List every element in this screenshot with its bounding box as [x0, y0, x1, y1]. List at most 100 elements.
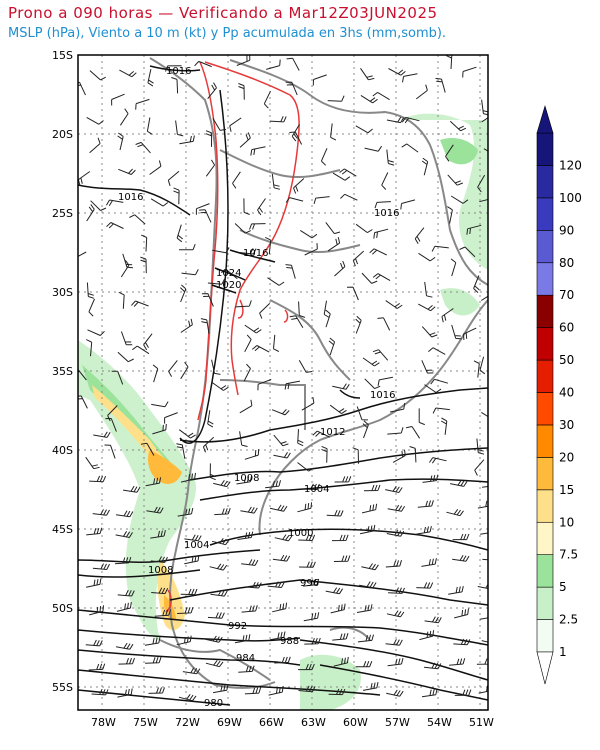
wind-barb [450, 195, 469, 204]
wind-barb [323, 300, 330, 318]
wind-barb [173, 187, 180, 205]
wind-barb [479, 356, 486, 375]
wind-barb [89, 137, 101, 154]
colorbar-swatch [536, 262, 554, 296]
wind-barb [135, 98, 150, 110]
isobar-label: 1016 [374, 208, 399, 219]
colorbar-label: 30 [559, 418, 574, 432]
wind-barb [332, 633, 349, 641]
wind-barb [212, 118, 227, 131]
wind-barb [165, 65, 182, 72]
wind-barb [259, 303, 271, 319]
wind-barb [241, 605, 258, 613]
wind-barb [180, 361, 189, 380]
wind-barb [214, 508, 231, 516]
wind-barb [359, 581, 377, 589]
wind-barb [331, 534, 349, 542]
wind-barb [431, 245, 449, 252]
wind-barb [449, 658, 466, 666]
wind-barb [327, 237, 341, 252]
wind-barb [355, 223, 373, 234]
wind-barb [120, 331, 133, 346]
wind-barb [401, 143, 419, 153]
wind-barb [239, 132, 251, 148]
wind-barb [304, 637, 321, 645]
wind-barb [250, 146, 266, 156]
wind-barb [386, 689, 404, 697]
wind-barb [211, 359, 221, 375]
wind-barb [432, 407, 450, 414]
wind-barb [106, 222, 124, 229]
wind-barb [150, 556, 168, 563]
wind-barb [268, 686, 284, 696]
wind-barb [386, 116, 405, 124]
wind-barb [177, 507, 194, 517]
wind-barb [111, 370, 124, 385]
colorbar-swatch [536, 619, 554, 653]
lat-tick: 40S [52, 444, 73, 457]
wind-barb [92, 509, 110, 516]
wind-barb [385, 639, 403, 646]
isobar-label: 988 [280, 636, 299, 647]
wind-barb [421, 360, 434, 374]
wind-barb [104, 444, 116, 459]
colorbar-label: 120 [559, 158, 582, 172]
wind-barb [119, 108, 129, 126]
wind-barb [257, 198, 266, 216]
wind-barb [298, 301, 306, 318]
wind-barb [385, 560, 402, 568]
wind-barb [303, 612, 320, 622]
wind-barb [479, 199, 488, 203]
wind-barb [401, 116, 420, 124]
wind-barb [200, 318, 210, 334]
wind-barb [249, 223, 266, 230]
wind-barb [272, 602, 288, 613]
wind-barb [164, 412, 178, 424]
wind-barb [479, 614, 488, 620]
wind-barb [105, 199, 124, 206]
wind-barb [325, 309, 331, 328]
wind-barb [150, 529, 166, 539]
wind-barb [237, 531, 254, 540]
wind-barb [482, 485, 488, 488]
wind-barb [328, 688, 346, 696]
wind-barb [176, 224, 184, 243]
wind-barb [320, 148, 328, 166]
lat-tick: 55S [52, 681, 73, 694]
wind-barb [131, 300, 149, 307]
wind-barb [476, 438, 485, 455]
wind-barb [140, 256, 147, 274]
wind-barb [333, 656, 349, 667]
wind-barb [424, 616, 442, 624]
wind-barb [116, 602, 132, 612]
wind-barb [271, 409, 290, 416]
wind-barb [452, 554, 470, 562]
lon-tick: 60W [343, 716, 368, 729]
wind-barb [417, 500, 434, 508]
wind-barb [269, 116, 287, 123]
wind-barb [176, 635, 192, 646]
wind-barb [414, 227, 425, 245]
wind-barb [462, 66, 477, 78]
wind-barb [180, 588, 198, 596]
wind-barb [114, 556, 132, 565]
isobar-label: 1016 [118, 192, 143, 203]
coastlines [149, 57, 488, 689]
wind-barb [135, 141, 151, 154]
wind-barb [286, 57, 300, 71]
wind-barb [301, 397, 315, 411]
wind-barb [238, 665, 255, 673]
wind-barb [356, 604, 373, 613]
wind-barb [115, 531, 133, 538]
wind-barb [363, 484, 381, 492]
wind-barb [167, 170, 180, 186]
wind-barb [430, 378, 449, 385]
wind-barb [387, 427, 404, 435]
wind-barb [116, 642, 134, 650]
wind-barb [388, 68, 406, 76]
wind-barb [445, 144, 454, 162]
wind-barb [477, 500, 488, 509]
lat-tick: 20S [52, 128, 73, 141]
colorbar-label: 40 [559, 386, 574, 400]
wind-barb [421, 558, 437, 567]
